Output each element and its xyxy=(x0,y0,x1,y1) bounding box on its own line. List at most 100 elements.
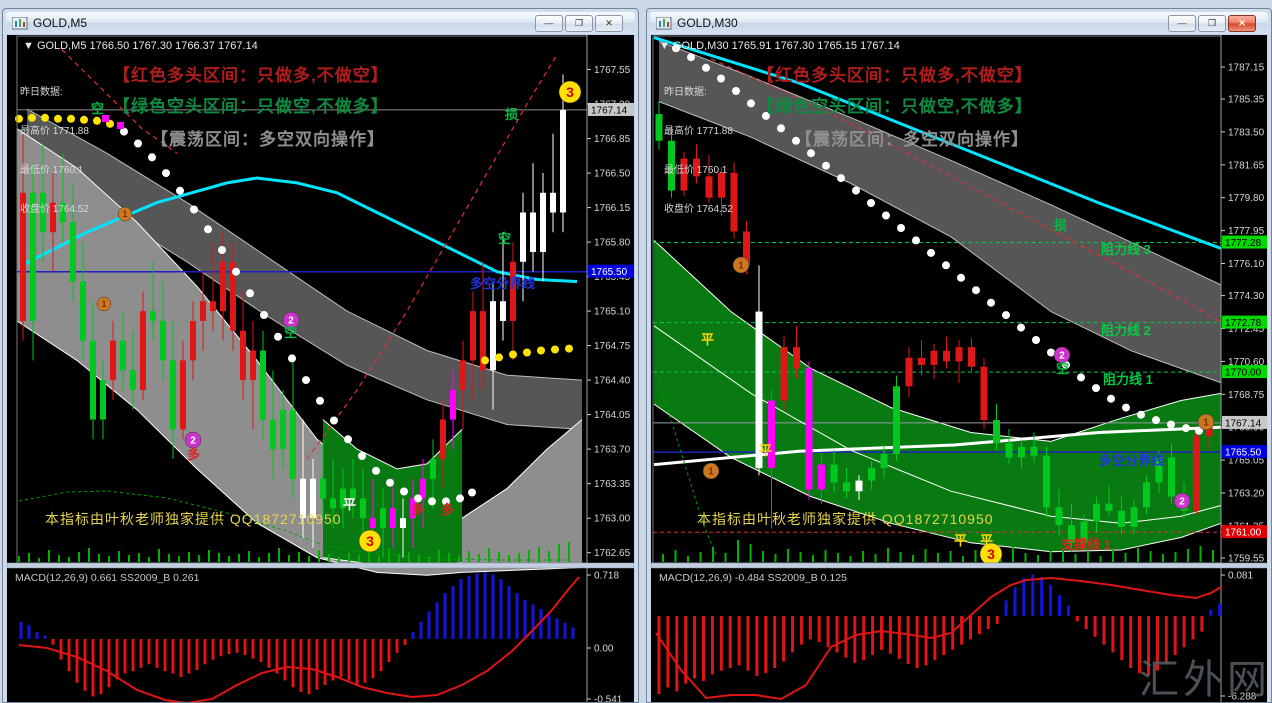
svg-text:1772.78: 1772.78 xyxy=(1225,318,1262,329)
svg-text:1764.05: 1764.05 xyxy=(594,410,631,421)
svg-text:2: 2 xyxy=(190,436,196,447)
svg-text:1766.85: 1766.85 xyxy=(594,134,631,145)
provider-text: 本指标由叶秋老师独家提供 QQ1872710950 xyxy=(697,511,994,527)
svg-text:3: 3 xyxy=(566,84,574,100)
svg-text:多空分界线: 多空分界线 xyxy=(1099,453,1164,468)
svg-text:1764.75: 1764.75 xyxy=(594,341,631,352)
svg-text:3: 3 xyxy=(366,533,374,549)
titlebar-m30[interactable]: GOLD,M30 — ❐ ✕ xyxy=(650,12,1268,34)
info-line: 昨日数据: xyxy=(20,87,63,98)
svg-text:1: 1 xyxy=(738,261,744,272)
svg-text:1763.00: 1763.00 xyxy=(594,514,631,525)
svg-text:2: 2 xyxy=(1179,497,1185,508)
annotation-range-zone: 【震荡区间：多空双向操作】 xyxy=(795,130,1029,149)
svg-text:支撑线 1: 支撑线 1 xyxy=(1060,537,1111,552)
svg-text:损: 损 xyxy=(1054,218,1067,233)
info-line: 最高价 1771.88 xyxy=(20,126,89,137)
info-line: 昨日数据: xyxy=(664,87,707,98)
svg-text:3: 3 xyxy=(987,546,995,562)
svg-text:MACD(12,26,9) -0.484 SS2009_B: MACD(12,26,9) -0.484 SS2009_B 0.125 xyxy=(659,572,847,584)
svg-text:阻力线 3: 阻力线 3 xyxy=(1101,242,1151,257)
info-line: 最高价 1771.88 xyxy=(664,126,733,137)
provider-text: 本指标由叶秋老师独家提供 QQ1872710950 xyxy=(45,511,342,527)
svg-text:1765.50: 1765.50 xyxy=(1225,448,1262,459)
restore-button[interactable]: ❐ xyxy=(1198,14,1226,32)
svg-text:1763.35: 1763.35 xyxy=(594,479,631,490)
window-gold-m30[interactable]: GOLD,M30 — ❐ ✕ 3 损阻力线 3 阻力线 2 阻力线 1 支撑线 1 多空分… xyxy=(646,8,1272,703)
svg-text:1759.55: 1759.55 xyxy=(1228,554,1265,565)
svg-text:空: 空 xyxy=(284,325,297,340)
svg-text:1: 1 xyxy=(101,299,106,309)
svg-text:平: 平 xyxy=(980,533,993,548)
info-line: 最低价 1760.1 xyxy=(20,165,84,176)
info-line: 收盘价 1764.52 xyxy=(664,204,733,215)
svg-text:1785.35: 1785.35 xyxy=(1228,95,1265,106)
minimize-button[interactable]: — xyxy=(535,14,563,32)
svg-text:平: 平 xyxy=(701,332,714,347)
svg-text:1: 1 xyxy=(708,467,714,478)
annotation-range-zone: 【震荡区间：多空双向操作】 xyxy=(151,130,385,149)
svg-text:1766.15: 1766.15 xyxy=(594,203,631,214)
window-gold-m5[interactable]: GOLD,M5 — ❐ ✕ 3 3 损空空多空分界线平多多 2 空 2 多 1 1 1767.55… xyxy=(2,8,639,703)
annotation-bull-zone: 【红色多头区间：只做多,不做空】 xyxy=(113,66,389,85)
svg-text:1777.95: 1777.95 xyxy=(1228,226,1265,237)
svg-text:1761.00: 1761.00 xyxy=(1225,528,1262,539)
svg-text:1787.15: 1787.15 xyxy=(1228,63,1265,74)
info-line: 最低价 1760.1 xyxy=(664,165,728,176)
window-title: GOLD,M30 xyxy=(677,16,738,30)
svg-text:1774.30: 1774.30 xyxy=(1228,291,1265,302)
svg-text:1770.00: 1770.00 xyxy=(1225,368,1262,379)
svg-text:0.718: 0.718 xyxy=(594,571,619,582)
annotation-bull-zone: 【红色多头区间：只做多,不做空】 xyxy=(757,66,1033,85)
svg-text:▼ GOLD,M5 1766.50 1767.30 176: ▼ GOLD,M5 1766.50 1767.30 1766.37 1767.1… xyxy=(23,40,258,52)
svg-text:1770.60: 1770.60 xyxy=(1228,357,1265,368)
info-line: 收盘价 1764.52 xyxy=(20,204,89,215)
window-title: GOLD,M5 xyxy=(33,16,88,30)
svg-text:空: 空 xyxy=(91,101,104,116)
svg-text:1767.55: 1767.55 xyxy=(594,65,631,76)
svg-text:1776.10: 1776.10 xyxy=(1228,259,1265,270)
svg-text:1: 1 xyxy=(1203,418,1209,429)
svg-text:1783.50: 1783.50 xyxy=(1228,127,1265,138)
close-button[interactable]: ✕ xyxy=(595,14,623,32)
yesterday-info: 昨日数据: 最高价 1771.88 最低价 1760.1 收盘价 1764.52 xyxy=(664,60,733,242)
svg-text:多: 多 xyxy=(187,447,200,462)
svg-text:1765.05: 1765.05 xyxy=(1228,456,1265,467)
svg-text:平: 平 xyxy=(343,497,356,512)
minimize-button[interactable]: — xyxy=(1168,14,1196,32)
svg-text:阻力线 2: 阻力线 2 xyxy=(1101,323,1151,338)
svg-text:1763.20: 1763.20 xyxy=(1228,489,1265,500)
svg-text:1767.14: 1767.14 xyxy=(1225,418,1262,429)
svg-text:多空分界线: 多空分界线 xyxy=(470,276,535,291)
chart-icon xyxy=(655,16,672,30)
chart-icon xyxy=(11,16,28,30)
svg-text:多: 多 xyxy=(441,502,454,517)
svg-text:1763.70: 1763.70 xyxy=(594,445,631,456)
restore-button[interactable]: ❐ xyxy=(565,14,593,32)
chart-content-m5: 33损空空多空分界线平多多2空2多111767.551767.201766.85… xyxy=(7,35,634,702)
svg-text:1: 1 xyxy=(122,209,127,219)
svg-text:1767.14: 1767.14 xyxy=(591,105,628,116)
svg-text:1765.80: 1765.80 xyxy=(594,238,631,249)
svg-text:空: 空 xyxy=(498,231,511,246)
svg-text:1762.65: 1762.65 xyxy=(594,548,631,559)
svg-text:MACD(12,26,9) 0.661 SS2009_B: MACD(12,26,9) 0.661 SS2009_B 0.261 xyxy=(15,572,200,584)
svg-text:2: 2 xyxy=(288,316,294,327)
yesterday-info: 昨日数据: 最高价 1771.88 最低价 1760.1 收盘价 1764.52 xyxy=(20,60,89,242)
svg-text:空: 空 xyxy=(1056,361,1069,376)
price-chart-m5[interactable]: 33损空空多空分界线平多多2空2多111767.551767.201766.85… xyxy=(7,35,634,702)
svg-text:阻力线 1: 阻力线 1 xyxy=(1103,372,1153,387)
svg-text:1779.80: 1779.80 xyxy=(1228,193,1265,204)
svg-text:1764.40: 1764.40 xyxy=(594,376,631,387)
annotation-bear-zone: 【绿色空头区间：只做空,不做多】 xyxy=(757,97,1033,116)
titlebar-m5[interactable]: GOLD,M5 — ❐ ✕ xyxy=(6,12,635,34)
svg-text:1772.45: 1772.45 xyxy=(1228,324,1265,335)
svg-text:平: 平 xyxy=(759,443,772,458)
watermark: 汇外网 xyxy=(1139,658,1267,702)
svg-text:1765.10: 1765.10 xyxy=(594,307,631,318)
close-button[interactable]: ✕ xyxy=(1228,14,1256,32)
svg-text:1765.50: 1765.50 xyxy=(591,267,628,278)
svg-text:多: 多 xyxy=(411,502,424,517)
